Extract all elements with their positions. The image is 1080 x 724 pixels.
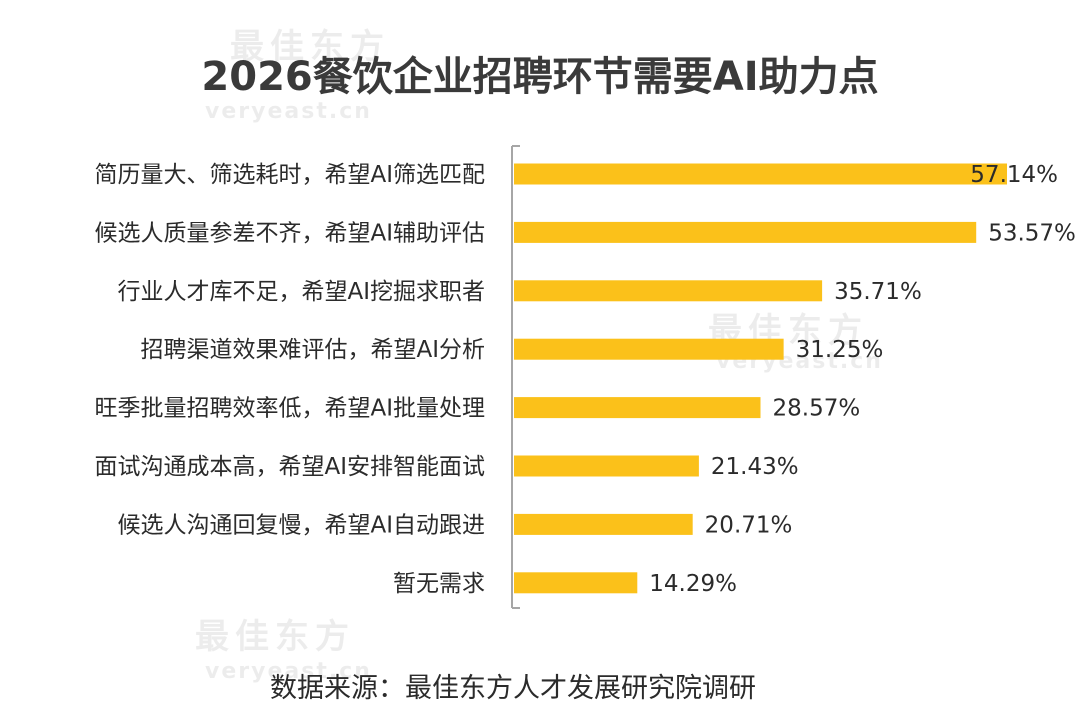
category-label-3: 行业人才库不足，希望AI挖掘求职者 [117, 279, 485, 305]
value-label-5: 28.57% [773, 396, 861, 422]
bar-5 [514, 397, 761, 419]
category-label-1: 简历量大、筛选耗时，希望AI筛选匹配 [94, 162, 485, 188]
category-label-8: 暂无需求 [393, 571, 485, 597]
bar-6 [514, 455, 699, 477]
category-label-6: 面试沟通成本高，希望AI安排智能面试 [94, 454, 485, 480]
watermark-brand-top: 最佳东方 [230, 27, 390, 67]
value-label-4: 31.25% [796, 337, 884, 363]
bar-4 [514, 338, 784, 360]
value-label-3: 35.71% [834, 279, 922, 305]
value-label-7: 20.71% [705, 512, 793, 538]
category-label-5: 旺季批量招聘效率低，希望AI批量处理 [94, 396, 485, 422]
watermark-brand-bottom: 最佳东方 [195, 617, 355, 657]
watermark-url-bottom: veryeast.cn [205, 659, 372, 684]
data-source: 数据来源：最佳东方人才发展研究院调研 [270, 673, 756, 704]
value-label-2: 53.57% [988, 220, 1076, 246]
bar-series [514, 163, 1007, 594]
bar-2 [514, 221, 977, 243]
value-label-6: 21.43% [711, 454, 799, 480]
watermark-url-top: veryeast.cn [205, 99, 372, 124]
bar-1 [514, 163, 1007, 185]
watermark-group: 最佳东方 veryeast.cn 最佳东方 veryeast.cn 最佳东方 v… [195, 27, 881, 684]
chart-title: 2026餐饮企业招聘环节需要AI助力点 [201, 54, 878, 100]
bar-8 [514, 572, 638, 594]
value-labels: 57.14% 53.57% 35.71% 31.25% 28.57% 21.43% 20.7… [649, 162, 1076, 597]
category-label-4: 招聘渠道效果难评估，希望AI分析 [140, 337, 485, 363]
category-label-7: 候选人沟通回复慢，希望AI自动跟进 [117, 512, 485, 538]
bar-3 [514, 280, 823, 302]
category-labels: 简历量大、筛选耗时，希望AI筛选匹配候选人质量参差不齐，希望AI辅助评估行业人才… [94, 162, 485, 597]
value-label-8: 14.29% [649, 571, 737, 597]
value-label-1: 57.14% [970, 162, 1058, 188]
bar-7 [514, 513, 693, 535]
category-label-2: 候选人质量参差不齐，希望AI辅助评估 [94, 220, 485, 246]
